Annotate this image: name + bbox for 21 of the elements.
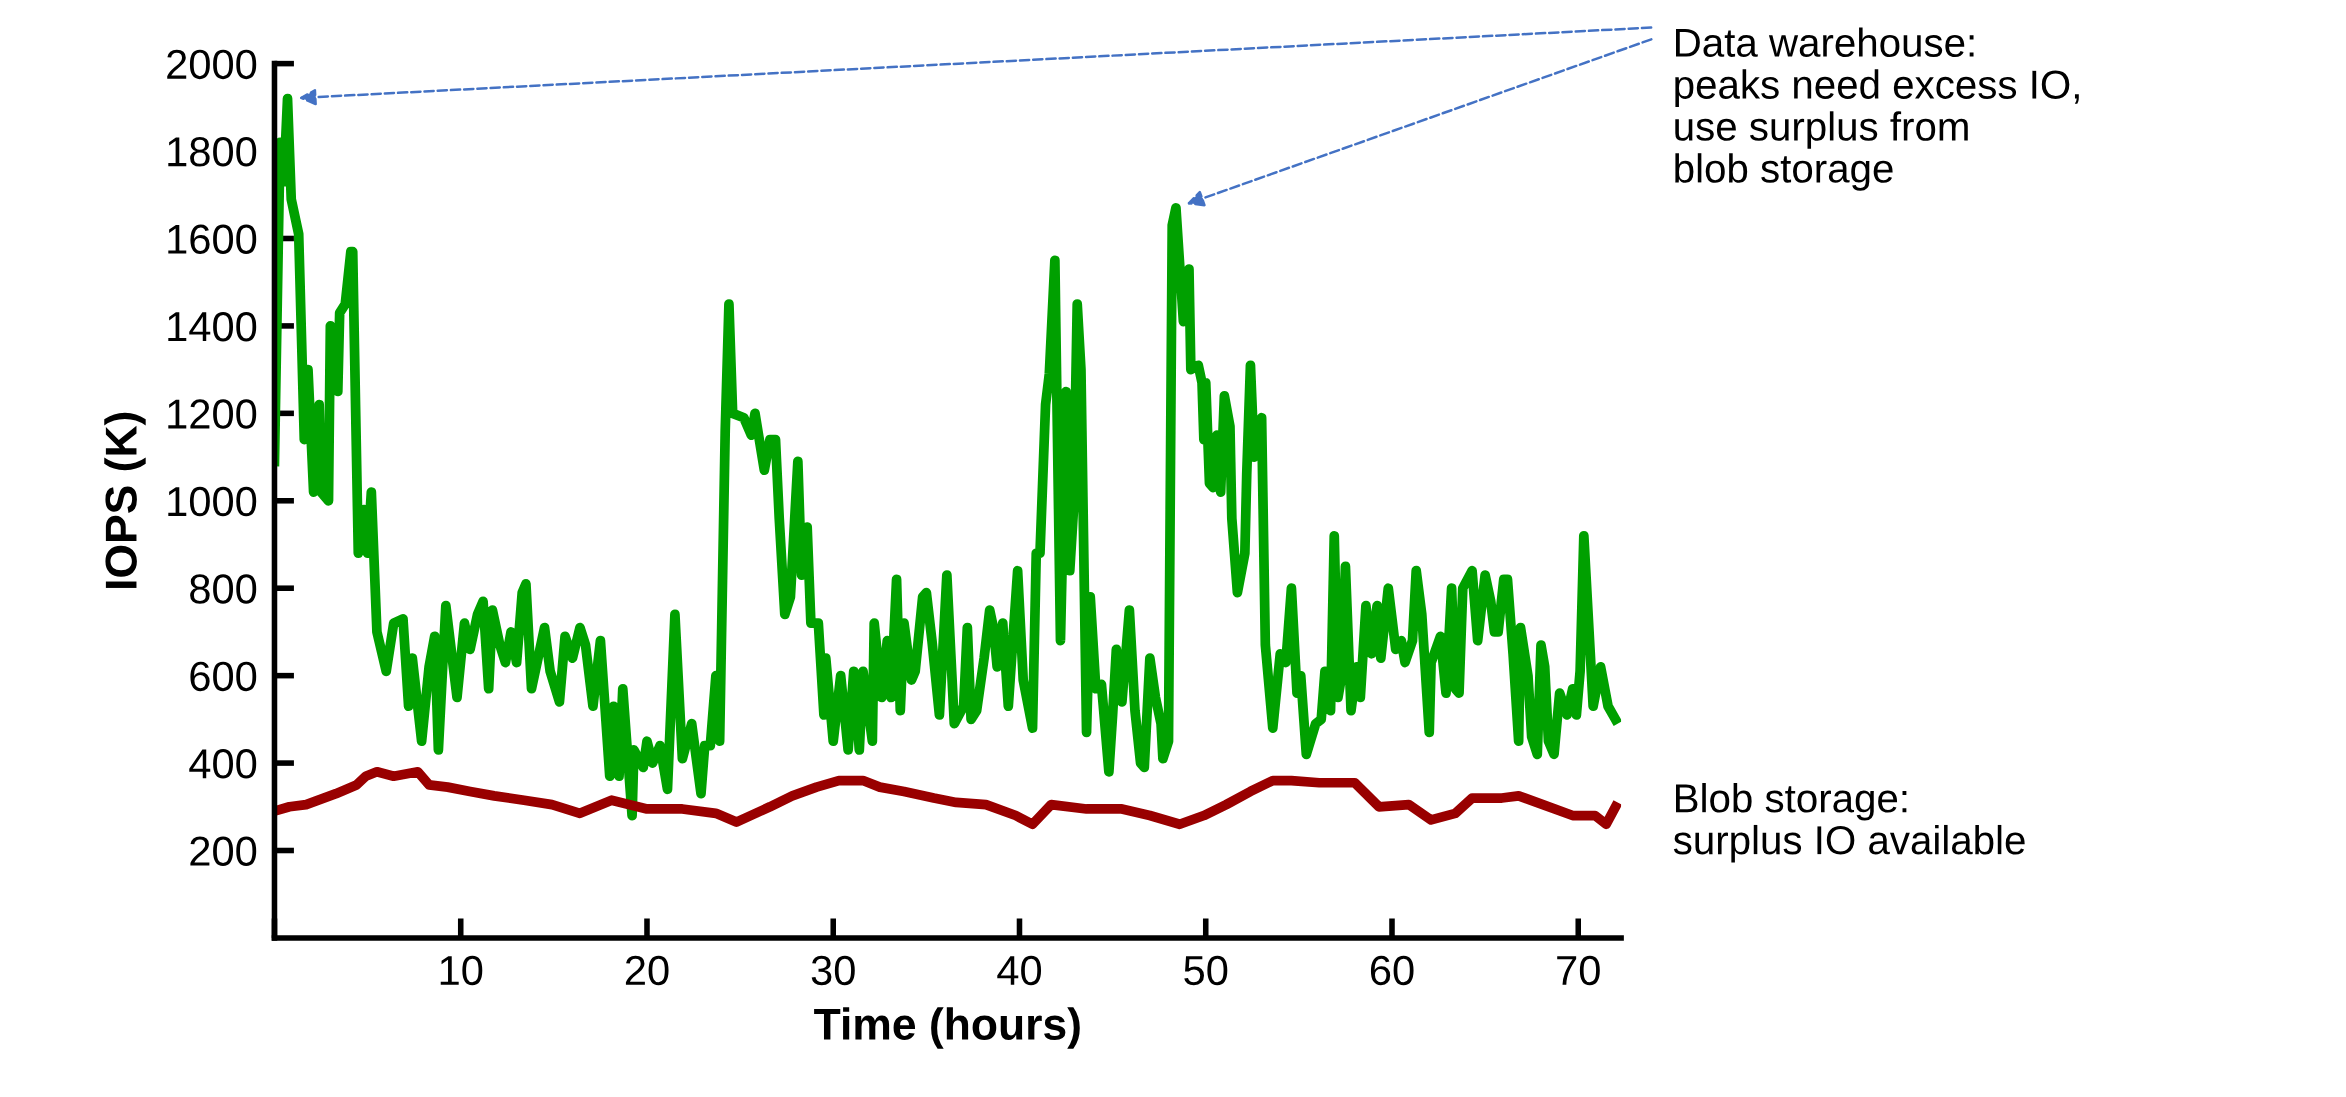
text: Data warehouse: peaks need excess IO, use surplus from blob storage <box>1675 27 2079 191</box>
y-tick-label: 400 <box>189 749 257 779</box>
y-tick-label: 1200 <box>168 399 257 429</box>
x-tick-label: 60 <box>1370 955 1414 986</box>
y-tick-label: 600 <box>190 661 257 692</box>
x-tick-label: 10 <box>440 955 483 986</box>
y-tick-label: 2000 <box>167 49 257 80</box>
y-tick-label: 1000 <box>168 486 257 517</box>
x-tick-label: 50 <box>1184 955 1228 986</box>
y-tick-label: 1800 <box>168 137 257 167</box>
x-tick-label: 40 <box>997 955 1042 986</box>
y-tick-label: 1400 <box>168 311 257 342</box>
y-tick-label: 1600 <box>168 224 257 254</box>
x-tick-label: 20 <box>625 955 669 986</box>
y-tick-label: 200 <box>190 836 257 867</box>
text: Blob storage: surplus IO available <box>1673 783 2025 863</box>
y-axis-title: IOPS (K) <box>104 412 146 588</box>
x-tick-label: 30 <box>811 955 855 986</box>
y-tick-label: 800 <box>190 574 257 604</box>
x-tick-label: 70 <box>1557 955 1600 986</box>
x-axis-title: Time (hours) <box>814 1007 1080 1049</box>
